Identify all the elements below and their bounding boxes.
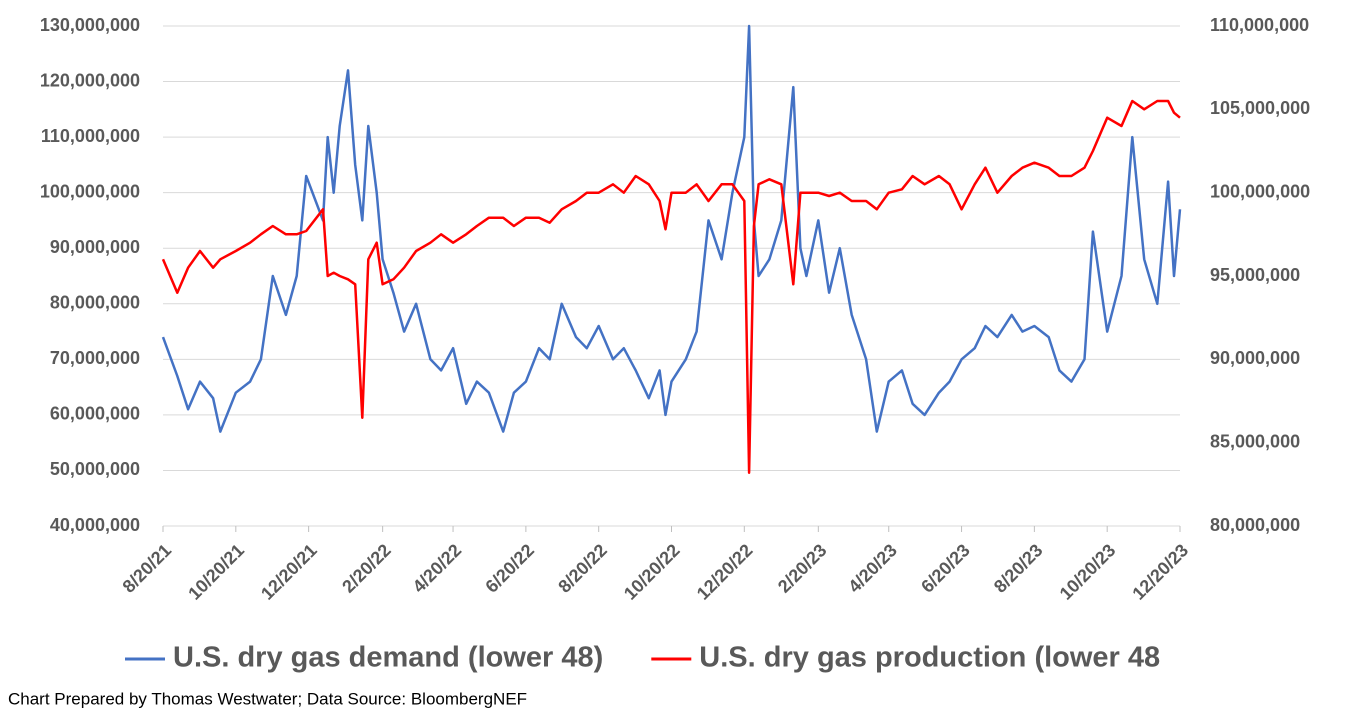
y2-tick-label: 85,000,000 [1210,431,1300,451]
y2-tick-label: 80,000,000 [1210,515,1300,535]
y2-tick-label: 105,000,000 [1210,98,1310,118]
legend-label: U.S. dry gas demand (lower 48) [173,642,603,674]
y-tick-label: 50,000,000 [50,459,140,479]
legend-label: U.S. dry gas production (lower 48 [699,642,1160,674]
y-tick-label: 90,000,000 [50,237,140,257]
y2-tick-label: 90,000,000 [1210,348,1300,368]
y-tick-label: 110,000,000 [41,126,140,146]
y-tick-label: 100,000,000 [40,181,140,201]
series-line [161,99,1181,474]
series-line [161,24,1182,433]
footnote: Chart Prepared by Thomas Westwater; Data… [8,689,527,708]
y2-tick-label: 95,000,000 [1210,265,1300,285]
y-tick-label: 120,000,000 [40,70,140,90]
y-tick-label: 70,000,000 [50,348,140,368]
y-tick-label: 40,000,000 [50,515,140,535]
y-tick-label: 60,000,000 [50,404,140,424]
y2-tick-label: 110,000,000 [1210,15,1309,35]
y2-tick-label: 100,000,000 [1210,181,1310,201]
y-tick-label: 130,000,000 [40,15,140,35]
y-tick-label: 80,000,000 [50,293,140,313]
